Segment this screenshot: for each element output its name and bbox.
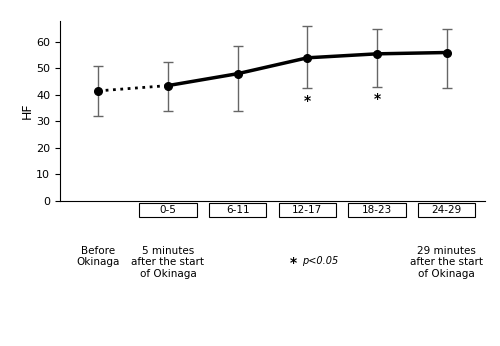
- FancyBboxPatch shape: [140, 203, 196, 217]
- Text: 29 minutes
after the start
of Okinaga: 29 minutes after the start of Okinaga: [410, 246, 483, 279]
- Text: 6-11: 6-11: [226, 205, 250, 215]
- FancyBboxPatch shape: [348, 203, 406, 217]
- Text: *: *: [290, 256, 298, 270]
- Text: 18-23: 18-23: [362, 205, 392, 215]
- Y-axis label: HF: HF: [20, 102, 34, 119]
- FancyBboxPatch shape: [418, 203, 475, 217]
- Text: *: *: [374, 92, 380, 106]
- FancyBboxPatch shape: [209, 203, 266, 217]
- Text: 5 minutes
after the start
of Okinaga: 5 minutes after the start of Okinaga: [132, 246, 204, 279]
- Text: Before
Okinaga: Before Okinaga: [76, 246, 120, 267]
- Text: p<0.05: p<0.05: [302, 256, 338, 266]
- Text: 0-5: 0-5: [160, 205, 176, 215]
- Text: *: *: [304, 93, 311, 108]
- FancyBboxPatch shape: [279, 203, 336, 217]
- Text: 24-29: 24-29: [432, 205, 462, 215]
- Text: 12-17: 12-17: [292, 205, 322, 215]
